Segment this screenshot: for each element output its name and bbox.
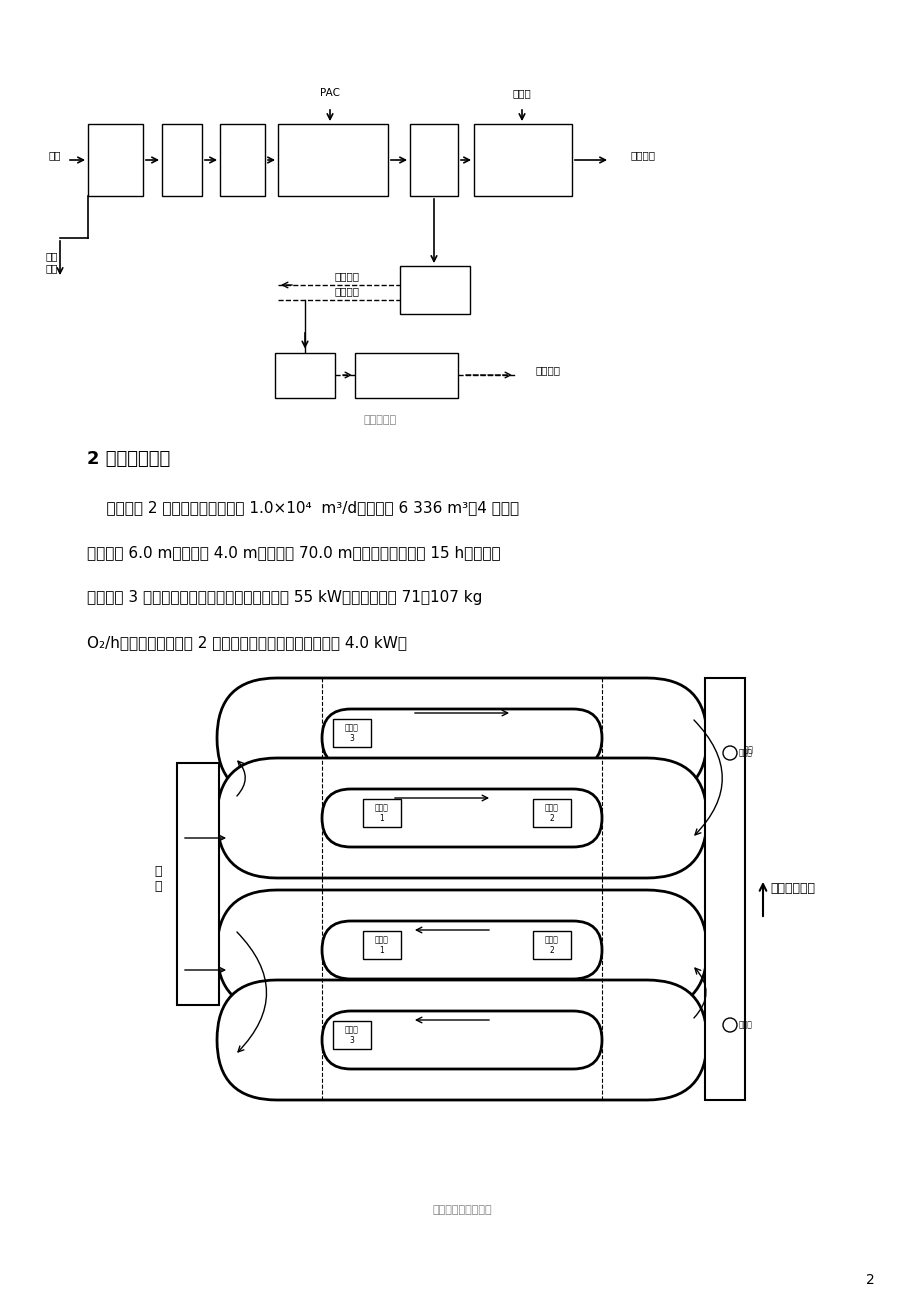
Text: 化沟配备 3 台倒伞式表曝设备，单机装机容量为 55 kW，充氧能力为 71˺107 kg: 化沟配备 3 台倒伞式表曝设备，单机装机容量为 55 kW，充氧能力为 71˺1… [87, 590, 482, 605]
Text: 储泥池: 储泥池 [295, 370, 314, 380]
Text: 推流器: 推流器 [739, 746, 753, 754]
FancyBboxPatch shape [322, 1010, 601, 1069]
Text: 细格栅: 细格栅 [173, 155, 191, 165]
Text: 粗格栅及
提升泵房: 粗格栅及 提升泵房 [103, 150, 128, 171]
Bar [333, 1021, 370, 1049]
Text: 回流污泥: 回流污泥 [335, 271, 359, 281]
Text: 2: 2 [865, 1273, 873, 1286]
Text: 污泥脱水机: 污泥脱水机 [391, 370, 422, 380]
Text: 氧化沟有 2 组，单组处理能力为 1.0×10⁴  m³/d，池容为 6 336 m³，4 条沟。: 氧化沟有 2 组，单组处理能力为 1.0×10⁴ m³/d，池容为 6 336 … [87, 500, 518, 516]
Bar [532, 799, 571, 827]
FancyBboxPatch shape [217, 678, 706, 798]
FancyBboxPatch shape [322, 921, 601, 979]
Bar [176, 763, 219, 1005]
Bar [333, 719, 370, 747]
Bar [88, 124, 142, 197]
Bar [363, 931, 401, 960]
Text: 剩余污泥: 剩余污泥 [335, 286, 359, 296]
Text: 单沟宽为 6.0 m，深度为 4.0 m，长度为 70.0 m，水力停留时间为 15 h。单组氧: 单沟宽为 6.0 m，深度为 4.0 m，长度为 70.0 m，水力停留时间为 … [87, 546, 500, 560]
Bar [473, 124, 572, 197]
FancyBboxPatch shape [322, 710, 601, 767]
Text: 改良型氧化沟: 改良型氧化沟 [314, 155, 351, 165]
Text: 泥饼外运: 泥饼外运 [535, 365, 560, 375]
Text: 推流器: 推流器 [738, 1021, 752, 1030]
Bar [410, 124, 458, 197]
Bar [162, 124, 202, 197]
Bar [220, 124, 265, 197]
Text: 工艺流程图: 工艺流程图 [363, 415, 396, 424]
Bar [355, 353, 458, 397]
Text: 消毒剂: 消毒剂 [512, 89, 531, 98]
FancyBboxPatch shape [322, 789, 601, 848]
Text: 旋流
沉砂池: 旋流 沉砂池 [233, 150, 252, 171]
Circle shape [722, 746, 736, 760]
Circle shape [722, 1018, 736, 1032]
Bar [275, 353, 335, 397]
Text: 表曝机
3: 表曝机 3 [345, 724, 358, 742]
FancyBboxPatch shape [217, 980, 706, 1100]
Text: 表曝机
1: 表曝机 1 [375, 935, 389, 954]
Text: 推流器: 推流器 [738, 749, 752, 758]
Bar [363, 799, 401, 827]
Text: 二沉池: 二沉池 [425, 155, 443, 165]
Text: 污水: 污水 [49, 150, 62, 160]
Text: 出水至二沉池: 出水至二沉池 [769, 883, 814, 896]
Bar [532, 931, 571, 960]
Bar [704, 678, 744, 1100]
Text: 表曝机
3: 表曝机 3 [345, 1025, 358, 1044]
Text: 接触消毒池: 接触消毒池 [506, 155, 538, 165]
Bar [278, 124, 388, 197]
Text: O₂/h。每组氧化沟配备 2 台潜水推流器，单机装机容量为 4.0 kW。: O₂/h。每组氧化沟配备 2 台潜水推流器，单机装机容量为 4.0 kW。 [87, 635, 406, 650]
Bar [400, 266, 470, 314]
Text: 表曝机
2: 表曝机 2 [544, 935, 559, 954]
FancyBboxPatch shape [217, 891, 706, 1010]
Text: 达标排放: 达标排放 [630, 150, 654, 160]
Text: 表曝机
1: 表曝机 1 [375, 803, 389, 823]
Text: 栅渣
外运: 栅渣 外运 [46, 251, 58, 273]
FancyBboxPatch shape [217, 758, 706, 878]
Text: PAC: PAC [320, 89, 340, 98]
Text: 表曝机
2: 表曝机 2 [544, 803, 559, 823]
Text: 进
水: 进 水 [154, 865, 162, 893]
Text: 改造前氧化沟平面图: 改造前氧化沟平面图 [432, 1204, 492, 1215]
Text: 2 改造前氧化沟: 2 改造前氧化沟 [87, 450, 170, 467]
Text: 污泥泵房: 污泥泵房 [422, 285, 447, 296]
